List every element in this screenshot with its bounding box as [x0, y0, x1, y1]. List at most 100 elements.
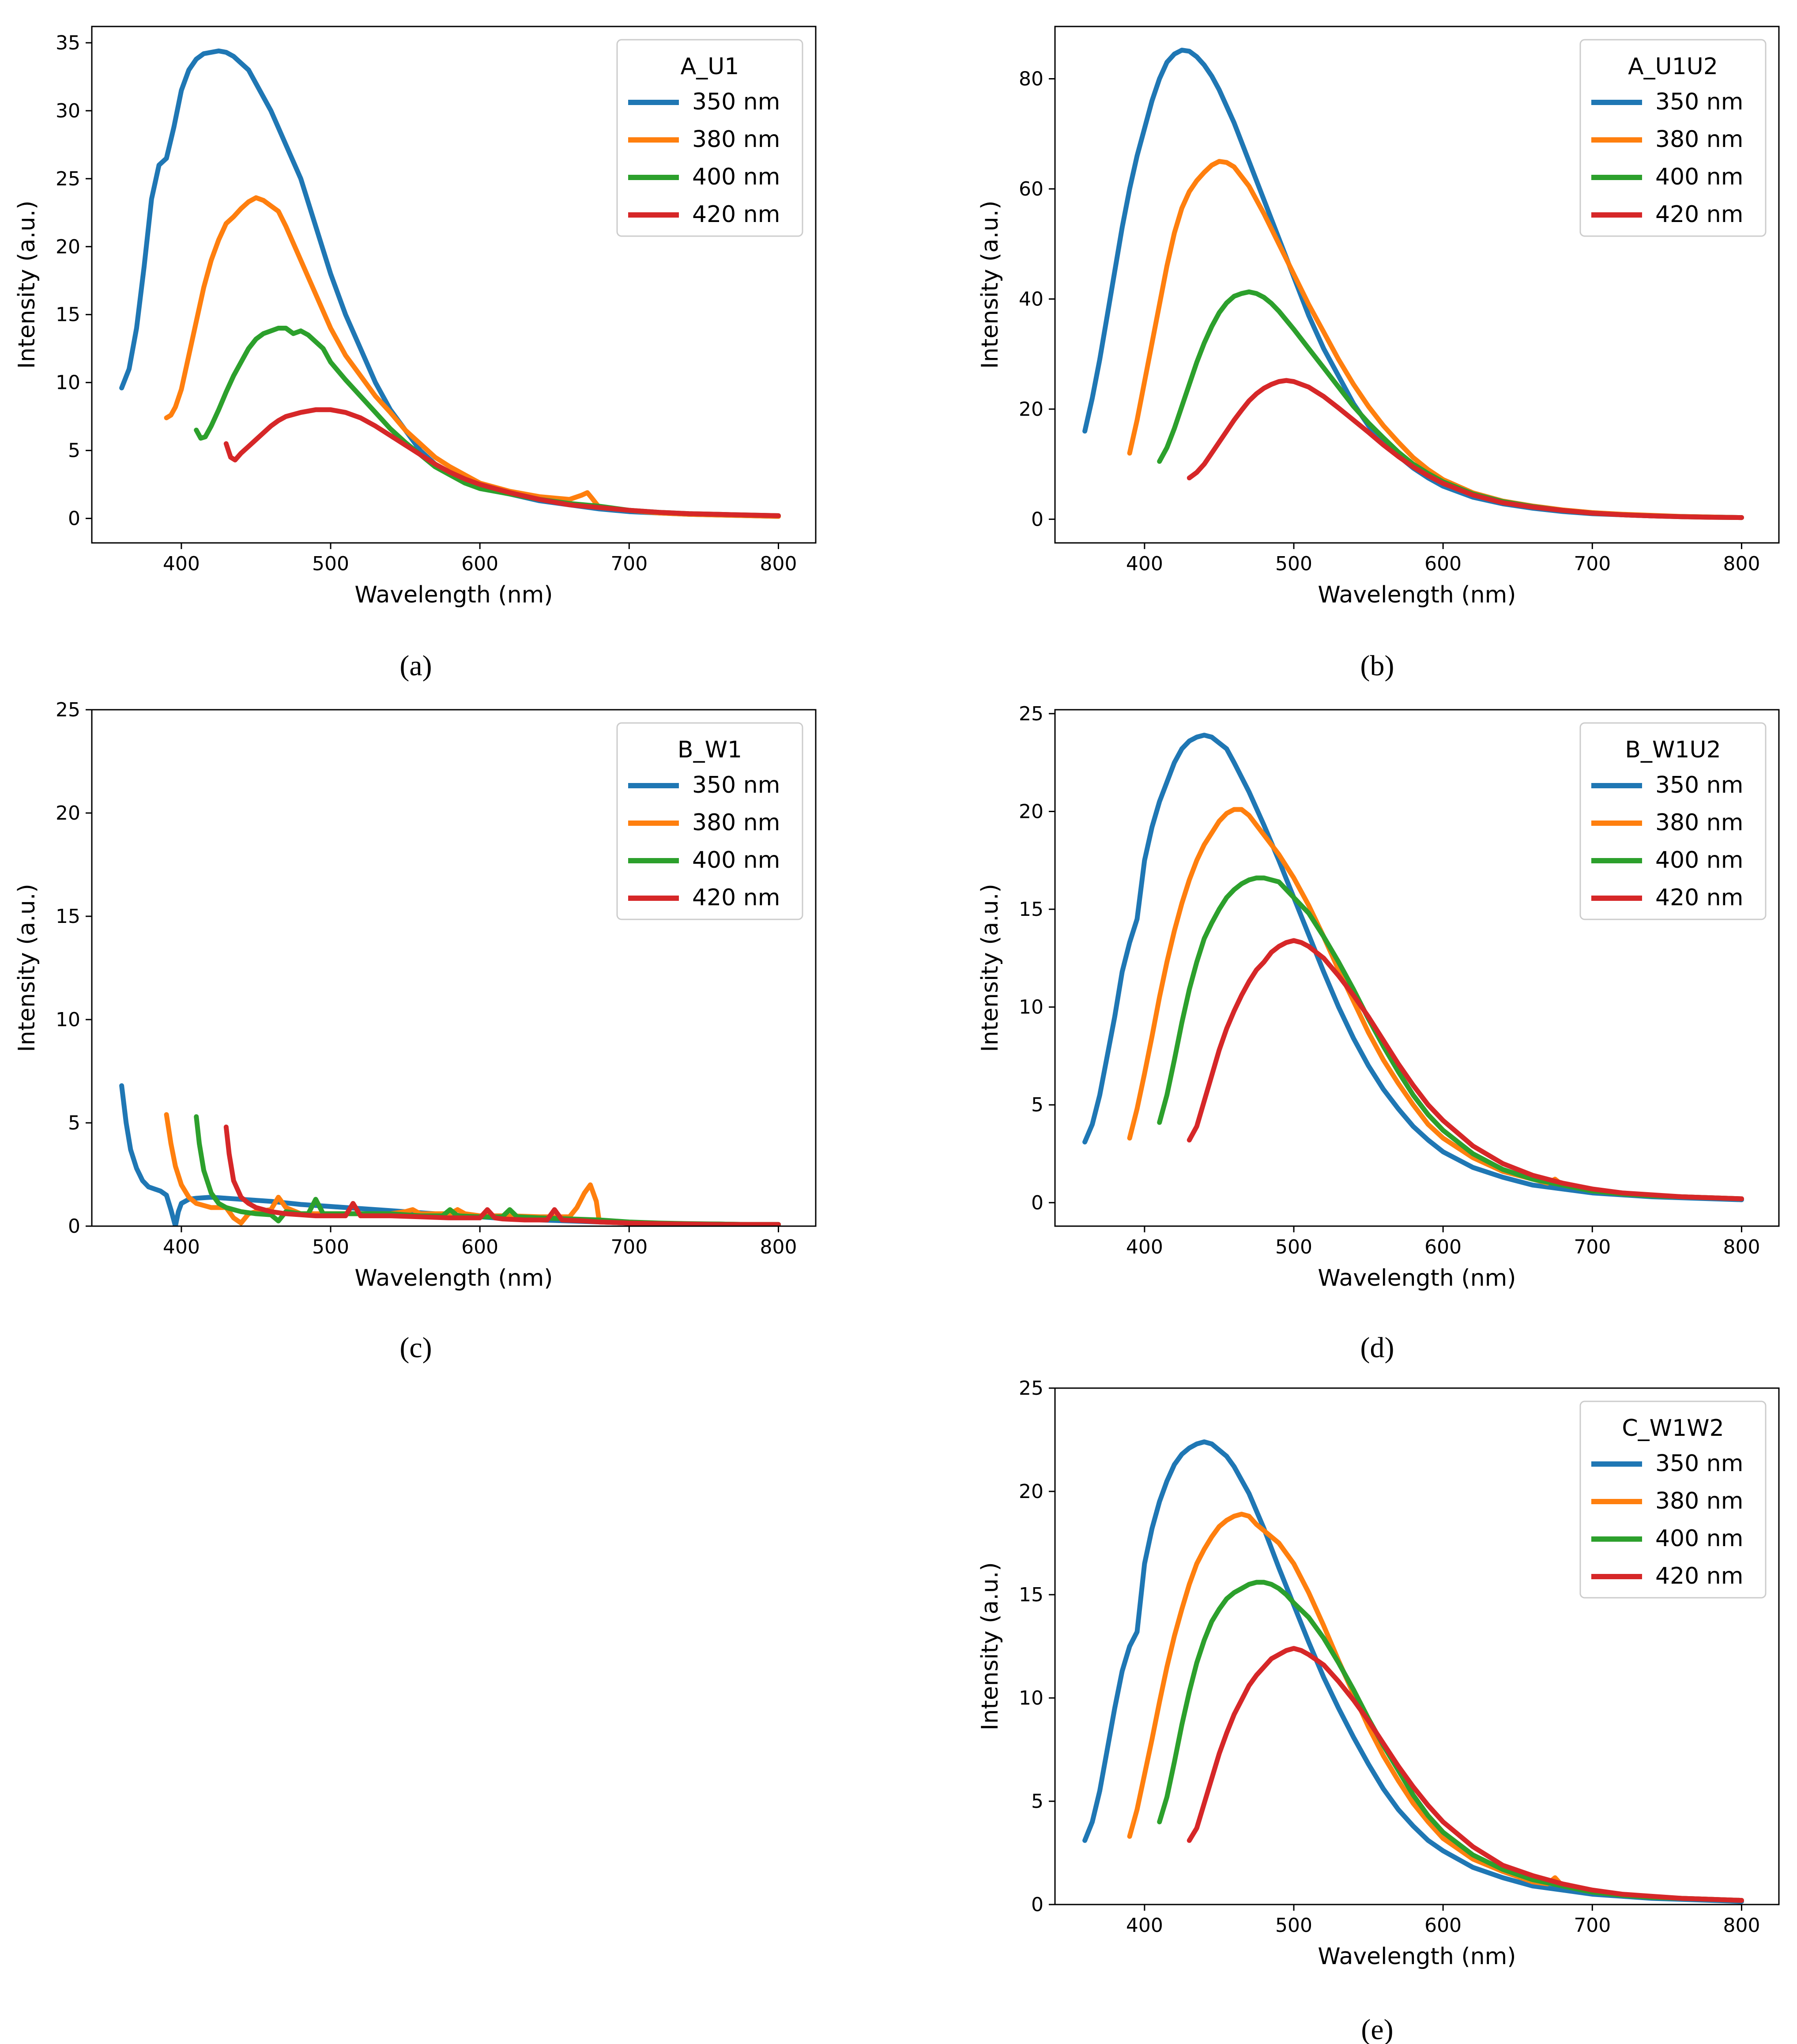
- y-tick-label: 0: [68, 1215, 80, 1238]
- x-tick-label: 600: [461, 1236, 498, 1258]
- series-line-380-nm: [164, 1112, 781, 1226]
- plot-area: [1082, 1439, 1744, 1904]
- y-axis-label: Intensity (a.u.): [977, 1562, 1003, 1730]
- chart-panel-c: 400 500 600 700 800 0 5 10 15 20 25 Wavelength (nm)…: [14, 699, 817, 1364]
- series-line-380-nm: [164, 195, 781, 519]
- plot-area: [119, 1083, 781, 1226]
- chart-panel-e: 400 500 600 700 800 0 5 10 15 20 25 Wavelength (nm)…: [977, 1377, 1780, 2044]
- x-tick-label: 700: [610, 553, 648, 575]
- x-tick-label: 700: [1574, 553, 1611, 575]
- x-tick-label: 500: [312, 1236, 349, 1258]
- legend-title: A_U1: [681, 53, 739, 80]
- legend-title: B_W1: [678, 737, 742, 763]
- x-tick-label: 400: [1126, 553, 1163, 575]
- legend-label: 400 nm: [692, 164, 780, 190]
- series-line-380-nm: [1127, 1512, 1744, 1903]
- y-tick-label: 40: [1019, 288, 1044, 310]
- legend: C_W1W2 350 nm 380 nm 400 nm 420 nm: [1579, 1400, 1767, 1599]
- y-tick-label: 10: [56, 1009, 80, 1031]
- y-tick-label: 5: [68, 440, 80, 462]
- plot-area: [1082, 48, 1744, 520]
- chart-panel-b: 400 500 600 700 800 0 20 40 60 80 Wavelength (nm) I…: [977, 26, 1780, 682]
- y-tick-label: 25: [56, 168, 80, 190]
- series-line-420-nm: [1187, 938, 1744, 1201]
- axes-frame: [1054, 709, 1780, 1227]
- panel-caption: (a): [399, 650, 432, 682]
- x-axis-label: Wavelength (nm): [1318, 1943, 1516, 1970]
- y-tick-label: 20: [1019, 800, 1044, 823]
- x-tick-label: 800: [1723, 1236, 1760, 1258]
- legend-label: 420 nm: [1655, 201, 1743, 228]
- x-tick-label: 500: [1275, 1914, 1312, 1937]
- x-tick-label: 400: [1126, 1914, 1163, 1937]
- series-line-350-nm: [1082, 733, 1744, 1202]
- series-line-420-nm: [223, 407, 781, 518]
- legend-label: 350 nm: [692, 89, 780, 115]
- y-tick-label: 25: [1019, 1377, 1044, 1400]
- y-tick-label: 10: [1019, 996, 1044, 1019]
- y-tick-label: 0: [1031, 1192, 1044, 1214]
- x-tick-label: 600: [1424, 1236, 1462, 1258]
- axes-frame: [1054, 26, 1780, 544]
- x-tick-label: 400: [1126, 1236, 1163, 1258]
- x-tick-label: 800: [1723, 553, 1760, 575]
- legend-label: 400 nm: [692, 847, 780, 873]
- plot-area: [1082, 733, 1744, 1202]
- x-tick-label: 400: [163, 553, 200, 575]
- y-tick-label: 20: [1019, 398, 1044, 421]
- axes-frame: [91, 709, 817, 1227]
- y-tick-label: 5: [1031, 1790, 1044, 1813]
- legend-title: B_W1U2: [1625, 737, 1721, 763]
- series-line-420-nm: [1187, 1646, 1744, 1903]
- legend-label: 380 nm: [1655, 1488, 1743, 1514]
- legend: A_U1 350 nm 380 nm 400 nm 420 nm: [616, 39, 803, 237]
- y-tick-label: 15: [1019, 898, 1044, 921]
- x-tick-label: 700: [610, 1236, 648, 1258]
- panel-caption: (c): [399, 1332, 432, 1364]
- y-tick-label: 0: [1031, 508, 1044, 531]
- legend: B_W1U2 350 nm 380 nm 400 nm 420 nm: [1579, 722, 1767, 920]
- series-line-420-nm: [223, 1124, 781, 1226]
- y-tick-label: 35: [56, 32, 80, 54]
- axes-frame: [91, 26, 817, 544]
- y-tick-label: 10: [56, 372, 80, 394]
- legend-title: A_U1U2: [1628, 53, 1718, 80]
- x-tick-label: 600: [461, 553, 498, 575]
- legend-box: [616, 39, 803, 237]
- legend-label: 380 nm: [692, 126, 780, 153]
- legend-label: 420 nm: [1655, 885, 1743, 911]
- y-axis-label: Intensity (a.u.): [14, 884, 40, 1052]
- panel-caption: (d): [1360, 1332, 1394, 1364]
- axes-frame: [1054, 1387, 1780, 1905]
- legend-label: 400 nm: [1655, 847, 1743, 873]
- legend-box: [616, 722, 803, 920]
- legend-label: 350 nm: [692, 772, 780, 798]
- legend-label: 380 nm: [1655, 126, 1743, 153]
- x-tick-label: 700: [1574, 1236, 1611, 1258]
- y-tick-label: 25: [56, 699, 80, 721]
- y-tick-label: 5: [68, 1112, 80, 1134]
- y-axis-label: Intensity (a.u.): [977, 200, 1003, 369]
- y-tick-label: 0: [1031, 1893, 1044, 1916]
- x-tick-label: 800: [1723, 1914, 1760, 1937]
- panel-caption: (b): [1360, 650, 1394, 682]
- legend-label: 350 nm: [1655, 89, 1743, 115]
- legend-box: [1579, 722, 1767, 920]
- plot-area: [119, 48, 781, 519]
- y-tick-label: 80: [1019, 68, 1044, 90]
- legend-label: 420 nm: [692, 885, 780, 911]
- x-tick-label: 600: [1424, 553, 1462, 575]
- chart-panel-d: 400 500 600 700 800 0 5 10 15 20 25 Wavelength (nm)…: [977, 703, 1780, 1364]
- legend-title: C_W1W2: [1622, 1415, 1724, 1442]
- x-tick-label: 400: [163, 1236, 200, 1258]
- y-tick-label: 10: [1019, 1687, 1044, 1709]
- series-line-420-nm: [1187, 378, 1744, 520]
- y-tick-label: 25: [1019, 703, 1044, 725]
- legend-label: 350 nm: [1655, 1450, 1743, 1477]
- legend-label: 400 nm: [1655, 164, 1743, 190]
- y-tick-label: 20: [1019, 1480, 1044, 1503]
- x-axis-label: Wavelength (nm): [354, 582, 553, 608]
- legend-label: 420 nm: [1655, 1563, 1743, 1589]
- panel-caption: (e): [1361, 2014, 1393, 2044]
- y-tick-label: 60: [1019, 178, 1044, 200]
